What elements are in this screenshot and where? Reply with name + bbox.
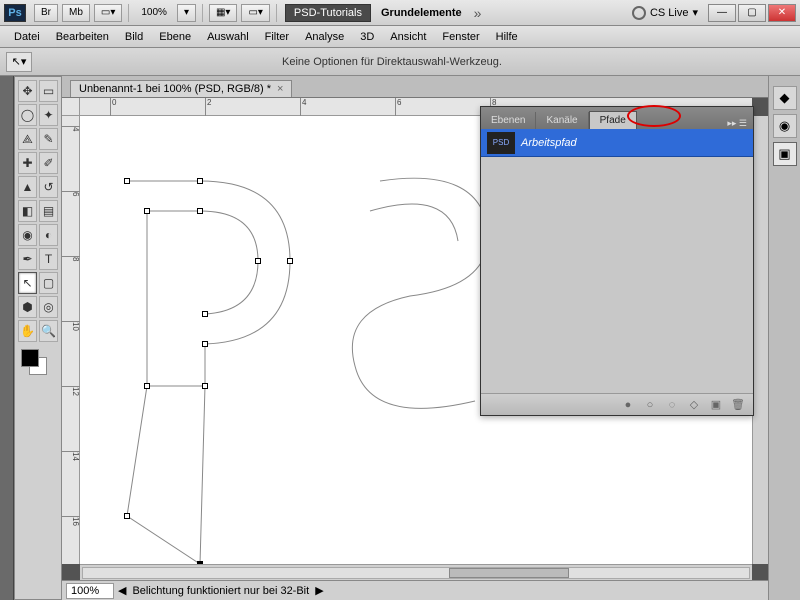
options-text: Keine Optionen für Direktauswahl-Werkzeu… [282,56,502,68]
brush-tool[interactable]: ✐ [39,152,58,174]
path-item-label: Arbeitspfad [521,137,577,149]
menu-3d[interactable]: 3D [352,29,382,45]
document-tab[interactable]: Unbenannt-1 bei 100% (PSD, RGB/8) * × [70,80,292,97]
menu-analyse[interactable]: Analyse [297,29,352,45]
menu-bild[interactable]: Bild [117,29,151,45]
menu-datei[interactable]: Datei [6,29,48,45]
eyedropper-tool[interactable]: ✎ [39,128,58,150]
tab-kanaele[interactable]: Kanäle [536,112,588,129]
workspace-preset-dark[interactable]: PSD-Tutorials [285,4,371,22]
close-tab-icon[interactable]: × [277,83,283,95]
3d-tool[interactable]: ⬢ [18,296,37,318]
current-tool-icon[interactable]: ↖▾ [6,52,32,72]
menu-hilfe[interactable]: Hilfe [488,29,526,45]
panel-body[interactable]: PSD Arbeitspfad [481,129,753,393]
menu-ebene[interactable]: Ebene [151,29,199,45]
status-bar: 100% ◀ Belichtung funktioniert nur bei 3… [62,580,768,600]
panel-tabs: Ebenen Kanäle Pfade ▸▸ ☰ [481,107,753,129]
styles-panel-icon[interactable]: ▣ [773,142,797,166]
path-thumbnail: PSD [487,132,515,154]
ruler-vertical[interactable]: 46810121416 [62,116,80,564]
more-workspaces-icon[interactable]: » [474,5,482,21]
title-bar: Ps Br Mb ▭▾ 100% ▾ ▦▾ ▭▾ PSD-Tutorials G… [0,0,800,26]
arrange-button[interactable]: ▦▾ [209,4,237,22]
menu-ansicht[interactable]: Ansicht [382,29,434,45]
direct-select-tool[interactable]: ↖ [18,272,37,294]
status-arrow-left[interactable]: ◀ [118,584,126,597]
minibridge-button[interactable]: Mb [62,4,90,22]
lasso-tool[interactable]: ◯ [18,104,37,126]
move-tool[interactable]: ✥ [18,80,37,102]
gradient-tool[interactable]: ▤ [39,200,58,222]
cslive-button[interactable]: CS Live ▾ [632,6,698,20]
color-panel-icon[interactable]: ◆ [773,86,797,110]
left-dock-strip[interactable] [0,76,14,600]
make-workpath-icon[interactable]: ◇ [684,397,704,413]
status-text: Belichtung funktioniert nur bei 32-Bit [126,585,315,597]
crop-tool[interactable]: ⟁ [18,128,37,150]
pen-tool[interactable]: ✒ [18,248,37,270]
toolbox: ✥▭ ◯✦ ⟁✎ ✚✐ ▲↺ ◧▤ ◉◐ ✒T ↖▢ ⬢◎ ✋🔍 [14,76,62,600]
ruler-origin[interactable] [62,98,80,116]
new-path-icon[interactable]: ▣ [706,397,726,413]
wand-tool[interactable]: ✦ [39,104,58,126]
panel-footer: ● ○ ◌ ◇ ▣ 🗑 [481,393,753,415]
stroke-path-icon[interactable]: ○ [640,397,660,413]
panel-menu-icon[interactable]: ▸▸ ☰ [721,118,753,129]
tab-ebenen[interactable]: Ebenen [481,112,536,129]
paths-panel: Ebenen Kanäle Pfade ▸▸ ☰ PSD Arbeitspfad… [480,106,754,416]
color-swatches[interactable] [17,347,59,381]
bridge-button[interactable]: Br [34,4,58,22]
menu-bearbeiten[interactable]: Bearbeiten [48,29,117,45]
blur-tool[interactable]: ◉ [18,224,37,246]
scrollbar-horizontal[interactable] [80,564,752,580]
menu-fenster[interactable]: Fenster [434,29,487,45]
maximize-button[interactable]: ▢ [738,4,766,22]
path-item[interactable]: PSD Arbeitspfad [481,129,753,157]
screenmode-button[interactable]: ▭▾ [94,4,122,22]
3d-camera-tool[interactable]: ◎ [39,296,58,318]
delete-path-icon[interactable]: 🗑 [728,397,748,413]
path-to-selection-icon[interactable]: ◌ [662,397,682,413]
close-button[interactable]: ✕ [768,4,796,22]
document-tabs: Unbenannt-1 bei 100% (PSD, RGB/8) * × [62,76,768,98]
fill-path-icon[interactable]: ● [618,397,638,413]
tab-pfade[interactable]: Pfade [589,111,637,129]
status-arrow-right[interactable]: ▶ [315,584,323,597]
workspace-preset[interactable]: Grundelemente [375,5,468,21]
cslive-icon [632,6,646,20]
menu-bar: Datei Bearbeiten Bild Ebene Auswahl Filt… [0,26,800,48]
extras-button[interactable]: ▭▾ [241,4,269,22]
zoom-dropdown[interactable]: ▾ [177,4,196,22]
eraser-tool[interactable]: ◧ [18,200,37,222]
scrollbar-vertical[interactable] [752,116,768,564]
options-bar: ↖▾ Keine Optionen für Direktauswahl-Werk… [0,48,800,76]
menu-filter[interactable]: Filter [257,29,297,45]
shape-tool[interactable]: ▢ [39,272,58,294]
zoom-tool[interactable]: 🔍 [39,320,58,342]
zoom-field[interactable]: 100% [66,583,114,599]
zoom-value[interactable]: 100% [135,4,173,22]
menu-auswahl[interactable]: Auswahl [199,29,257,45]
heal-tool[interactable]: ✚ [18,152,37,174]
dodge-tool[interactable]: ◐ [39,224,58,246]
type-tool[interactable]: T [39,248,58,270]
foreground-color[interactable] [21,349,39,367]
minimize-button[interactable]: — [708,4,736,22]
swatches-panel-icon[interactable]: ◉ [773,114,797,138]
app-logo: Ps [4,4,26,22]
hand-tool[interactable]: ✋ [18,320,37,342]
history-brush-tool[interactable]: ↺ [39,176,58,198]
marquee-tool[interactable]: ▭ [39,80,58,102]
stamp-tool[interactable]: ▲ [18,176,37,198]
